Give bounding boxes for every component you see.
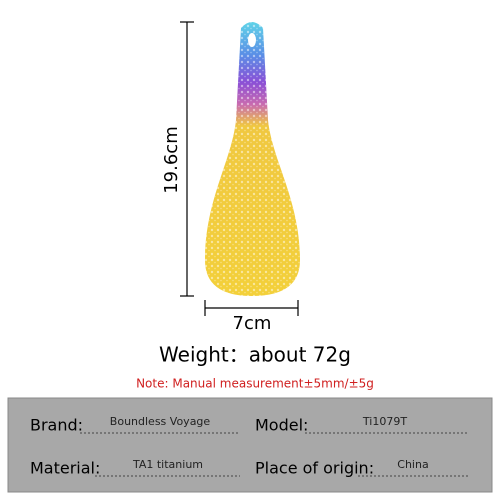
width-label: 7cm xyxy=(233,313,272,334)
spec-box xyxy=(7,397,493,493)
weight: Weight：about 72g xyxy=(159,343,351,367)
spoon xyxy=(205,22,300,296)
material-label: Material: xyxy=(30,459,100,478)
note: Note: Manual measurement±5mm/±5g xyxy=(136,377,374,391)
dimension-lines xyxy=(180,21,299,316)
origin-label: Place of origin: xyxy=(255,459,374,478)
spec-values: Boundless Voyage Ti1079T TA1 titanium Ch… xyxy=(110,415,429,471)
height-label: 19.6cm xyxy=(161,126,182,194)
brand-label: Brand: xyxy=(30,416,83,435)
material: TA1 titanium xyxy=(132,458,203,471)
model: Ti1079T xyxy=(362,415,407,428)
underlines xyxy=(80,432,468,477)
origin: China xyxy=(397,458,428,471)
model-label: Model: xyxy=(255,416,308,435)
brand: Boundless Voyage xyxy=(110,415,211,428)
spec-labels: Brand: Model: Material: Place of origin: xyxy=(30,416,374,478)
